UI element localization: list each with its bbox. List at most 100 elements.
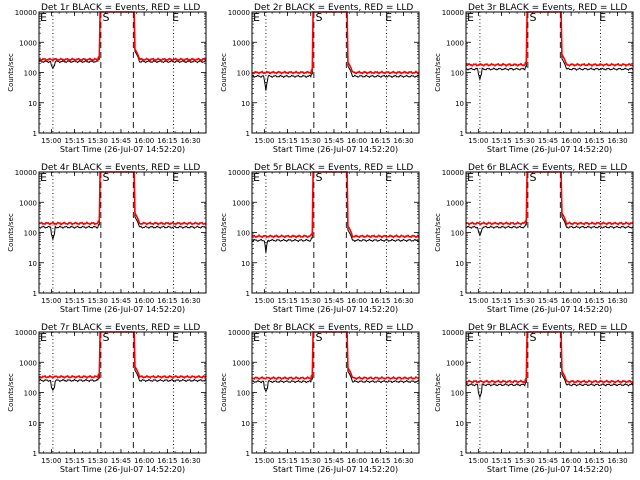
x-tick-label: 16:00 (134, 137, 154, 145)
y-tick-label: 10 (28, 420, 37, 428)
x-tick-label: 15:00 (41, 137, 61, 145)
chart-panel: Det 5r BLACK = Events, RED = LLD 1 10 100 10… (220, 163, 420, 314)
x-axis-label: Start Time (26-Jul-07 14:52:20) (273, 145, 398, 154)
y-tick-label: 10 (455, 420, 464, 428)
series-lld-line (251, 11, 420, 75)
x-tick-label: 16:00 (561, 137, 581, 145)
chart-title: Det 6r BLACK = Events, RED = LLD (468, 163, 627, 173)
x-tick-label: 16:15 (584, 297, 604, 305)
series-events-line (465, 171, 634, 237)
segment-marker-label: E (599, 331, 606, 344)
x-tick-label: 16:15 (157, 457, 177, 465)
chart-panel: Det 7r BLACK = Events, RED = LLD 1 10 100 10… (7, 323, 207, 474)
x-tick-label: 15:30 (88, 457, 108, 465)
y-tick-label: 10000 (15, 9, 37, 17)
y-tick-label: 1 (246, 130, 250, 138)
y-tick-label: 1000 (232, 39, 250, 47)
series-events-line (38, 331, 207, 392)
chart-panel: Det 9r BLACK = Events, RED = LLD 1 10 100 10… (434, 323, 634, 474)
x-tick-label: 15:30 (515, 137, 535, 145)
segment-marker-label: S (315, 11, 322, 24)
x-tick-label: 16:00 (134, 457, 154, 465)
series-lld-line (465, 11, 633, 68)
x-tick-label: 15:00 (254, 137, 274, 145)
x-tick-label: 16:30 (180, 137, 200, 145)
y-tick-label: 100 (237, 230, 250, 238)
x-tick-label: 16:30 (180, 457, 200, 465)
x-tick-label: 15:45 (538, 137, 558, 145)
chart-panel: Det 6r BLACK = Events, RED = LLD 1 10 100 10… (434, 163, 634, 314)
segment-marker-label: E (385, 331, 392, 344)
y-tick-label: 100 (24, 230, 37, 238)
x-tick-label: 15:45 (324, 297, 344, 305)
x-tick-label: 15:30 (515, 297, 535, 305)
y-tick-label: 10 (241, 260, 250, 268)
series-events-line (466, 11, 634, 82)
series-events-line (465, 331, 634, 399)
y-axis-label: Counts/sec (7, 213, 15, 252)
plot-frame (251, 171, 420, 294)
segment-marker-label: S (315, 171, 322, 184)
x-tick-label: 15:45 (111, 457, 131, 465)
y-axis-label: Counts/sec (434, 53, 442, 92)
y-tick-label: 1000 (446, 359, 464, 367)
x-tick-label: 16:00 (561, 297, 581, 305)
plot-frame (465, 331, 634, 454)
x-axis-label: Start Time (26-Jul-07 14:52:20) (273, 305, 398, 314)
x-tick-label: 16:15 (370, 297, 390, 305)
x-tick-label: 15:45 (111, 137, 131, 145)
segment-marker-label: S (102, 171, 109, 184)
x-axis-label: Start Time (26-Jul-07 14:52:20) (487, 145, 612, 154)
segment-marker-label: E (40, 11, 47, 24)
chart-title: Det 5r BLACK = Events, RED = LLD (254, 163, 413, 173)
segment-marker-label: S (102, 11, 109, 24)
y-axis-label: Counts/sec (220, 213, 228, 252)
y-tick-label: 1000 (19, 39, 37, 47)
x-tick-label: 15:00 (254, 297, 274, 305)
x-tick-label: 15:15 (491, 297, 511, 305)
series-lld-line (252, 331, 420, 381)
x-tick-label: 16:15 (584, 137, 604, 145)
x-axis-label: Start Time (26-Jul-07 14:52:20) (60, 145, 185, 154)
plot-frame (38, 11, 207, 134)
x-tick-label: 15:15 (64, 137, 84, 145)
x-tick-label: 15:30 (88, 297, 108, 305)
plot-frame (38, 331, 207, 454)
x-tick-label: 15:45 (538, 457, 558, 465)
y-axis-label: Counts/sec (434, 373, 442, 412)
x-tick-label: 15:00 (468, 137, 488, 145)
chart-title: Det 3r BLACK = Events, RED = LLD (468, 3, 627, 13)
x-tick-label: 15:45 (324, 137, 344, 145)
series-lld-line (38, 331, 207, 380)
chart-panel: Det 8r BLACK = Events, RED = LLD 1 10 100 10… (220, 323, 420, 474)
y-tick-label: 100 (237, 70, 250, 78)
x-tick-label: 16:15 (370, 137, 390, 145)
y-axis-label: Counts/sec (434, 213, 442, 252)
x-tick-label: 16:30 (607, 137, 627, 145)
y-axis-label: Counts/sec (7, 373, 15, 412)
y-tick-label: 1000 (446, 39, 464, 47)
plot-frame (465, 171, 634, 294)
x-tick-label: 16:30 (180, 297, 200, 305)
x-tick-label: 15:00 (41, 457, 61, 465)
x-tick-label: 15:15 (491, 457, 511, 465)
segment-marker-label: S (102, 331, 109, 344)
plot-frame (38, 171, 207, 294)
segment-marker-label: E (467, 331, 474, 344)
chart-title: Det 7r BLACK = Events, RED = LLD (41, 323, 200, 333)
x-axis-label: Start Time (26-Jul-07 14:52:20) (487, 465, 612, 474)
x-tick-label: 16:15 (157, 297, 177, 305)
x-tick-label: 15:30 (301, 297, 321, 305)
x-tick-label: 16:30 (607, 297, 627, 305)
segment-marker-label: E (253, 331, 260, 344)
y-tick-label: 1000 (232, 359, 250, 367)
x-axis-label: Start Time (26-Jul-07 14:52:20) (273, 465, 398, 474)
segment-marker-label: E (172, 331, 179, 344)
chart-title: Det 4r BLACK = Events, RED = LLD (41, 163, 200, 173)
x-tick-label: 15:00 (468, 457, 488, 465)
segment-marker-label: E (385, 11, 392, 24)
x-tick-label: 16:15 (157, 137, 177, 145)
x-tick-label: 16:15 (370, 457, 390, 465)
y-tick-label: 10 (241, 100, 250, 108)
x-tick-label: 16:00 (347, 137, 367, 145)
